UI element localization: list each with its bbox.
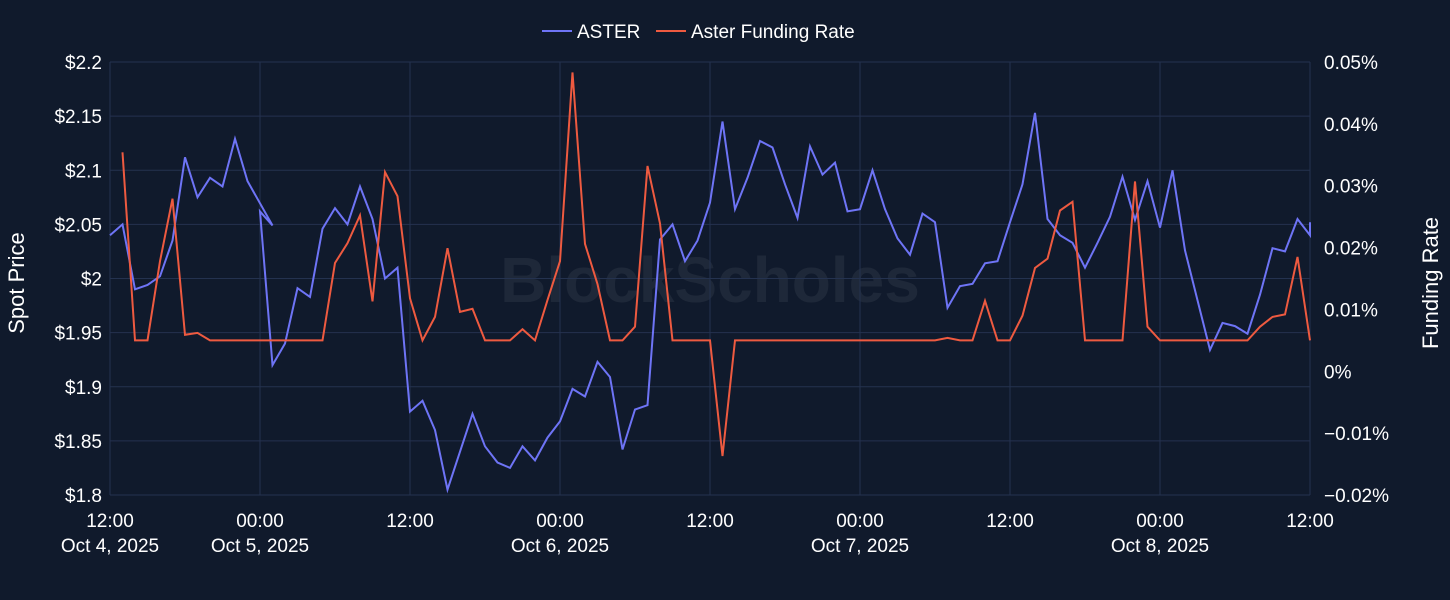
left-tick-label: $1.8 bbox=[65, 486, 102, 507]
left-tick-label: $2.2 bbox=[65, 53, 102, 74]
legend-item-funding-rate[interactable]: Aster Funding Rate bbox=[656, 22, 855, 43]
x-tick-label-time: 00:00 bbox=[1136, 511, 1184, 532]
x-axis-ticks: 12:00 Oct 4, 2025 00:00 Oct 5, 2025 12:00 00:… bbox=[61, 511, 1334, 557]
x-tick-label-date: Oct 6, 2025 bbox=[511, 536, 609, 557]
series-layer bbox=[109, 72, 1311, 494]
x-tick-label-time: 12:00 bbox=[686, 511, 734, 532]
legend[interactable]: ASTER Aster Funding Rate bbox=[542, 22, 855, 43]
right-axis-ticks: 0.05% 0.04% 0.03% 0.02% 0.01% 0% −0.01% −0.02% bbox=[1324, 53, 1389, 507]
left-axis-ticks: $2.2 $2.15 $2.1 $2.05 $2 $1.95 $1.9 $1.85 $1.8 bbox=[54, 53, 102, 507]
x-tick-label-date: Oct 8, 2025 bbox=[1111, 536, 1209, 557]
x-tick-label-time: 00:00 bbox=[836, 511, 884, 532]
x-tick-label-date: Oct 5, 2025 bbox=[211, 536, 309, 557]
left-tick-label: $1.9 bbox=[65, 378, 102, 399]
legend-item-aster[interactable]: ASTER bbox=[542, 22, 640, 43]
right-tick-label: 0.02% bbox=[1324, 239, 1378, 260]
right-axis-title: Funding Rate bbox=[1418, 217, 1443, 349]
left-tick-label: $2.15 bbox=[54, 107, 102, 128]
left-tick-label: $1.85 bbox=[54, 432, 102, 453]
right-tick-label: −0.01% bbox=[1324, 424, 1389, 445]
left-tick-label: $1.95 bbox=[54, 324, 102, 345]
x-tick-label-time: 00:00 bbox=[536, 511, 584, 532]
series-line-aster bbox=[109, 112, 1311, 494]
x-tick-label-time: 12:00 bbox=[86, 511, 134, 532]
x-tick-label-date: Oct 7, 2025 bbox=[811, 536, 909, 557]
legend-label-aster: ASTER bbox=[577, 22, 640, 43]
left-tick-label: $2.1 bbox=[65, 161, 102, 182]
x-tick-label-time: 00:00 bbox=[236, 511, 284, 532]
right-tick-label: 0.04% bbox=[1324, 115, 1378, 136]
x-tick-label-date: Oct 4, 2025 bbox=[61, 536, 159, 557]
x-tick-label-time: 12:00 bbox=[1286, 511, 1334, 532]
left-tick-label: $2.05 bbox=[54, 215, 102, 236]
grid bbox=[109, 61, 1311, 496]
right-tick-label: 0.01% bbox=[1324, 300, 1378, 321]
left-tick-label: $2 bbox=[81, 270, 102, 291]
right-tick-label: 0.03% bbox=[1324, 177, 1378, 198]
right-tick-label: −0.02% bbox=[1324, 486, 1389, 507]
series-line-funding-rate bbox=[121, 72, 1311, 457]
left-axis-title: Spot Price bbox=[4, 232, 29, 334]
right-tick-label: 0.05% bbox=[1324, 53, 1378, 74]
legend-label-funding-rate: Aster Funding Rate bbox=[691, 22, 855, 43]
right-tick-label: 0% bbox=[1324, 362, 1352, 383]
x-tick-label-time: 12:00 bbox=[386, 511, 434, 532]
x-tick-label-time: 12:00 bbox=[986, 511, 1034, 532]
